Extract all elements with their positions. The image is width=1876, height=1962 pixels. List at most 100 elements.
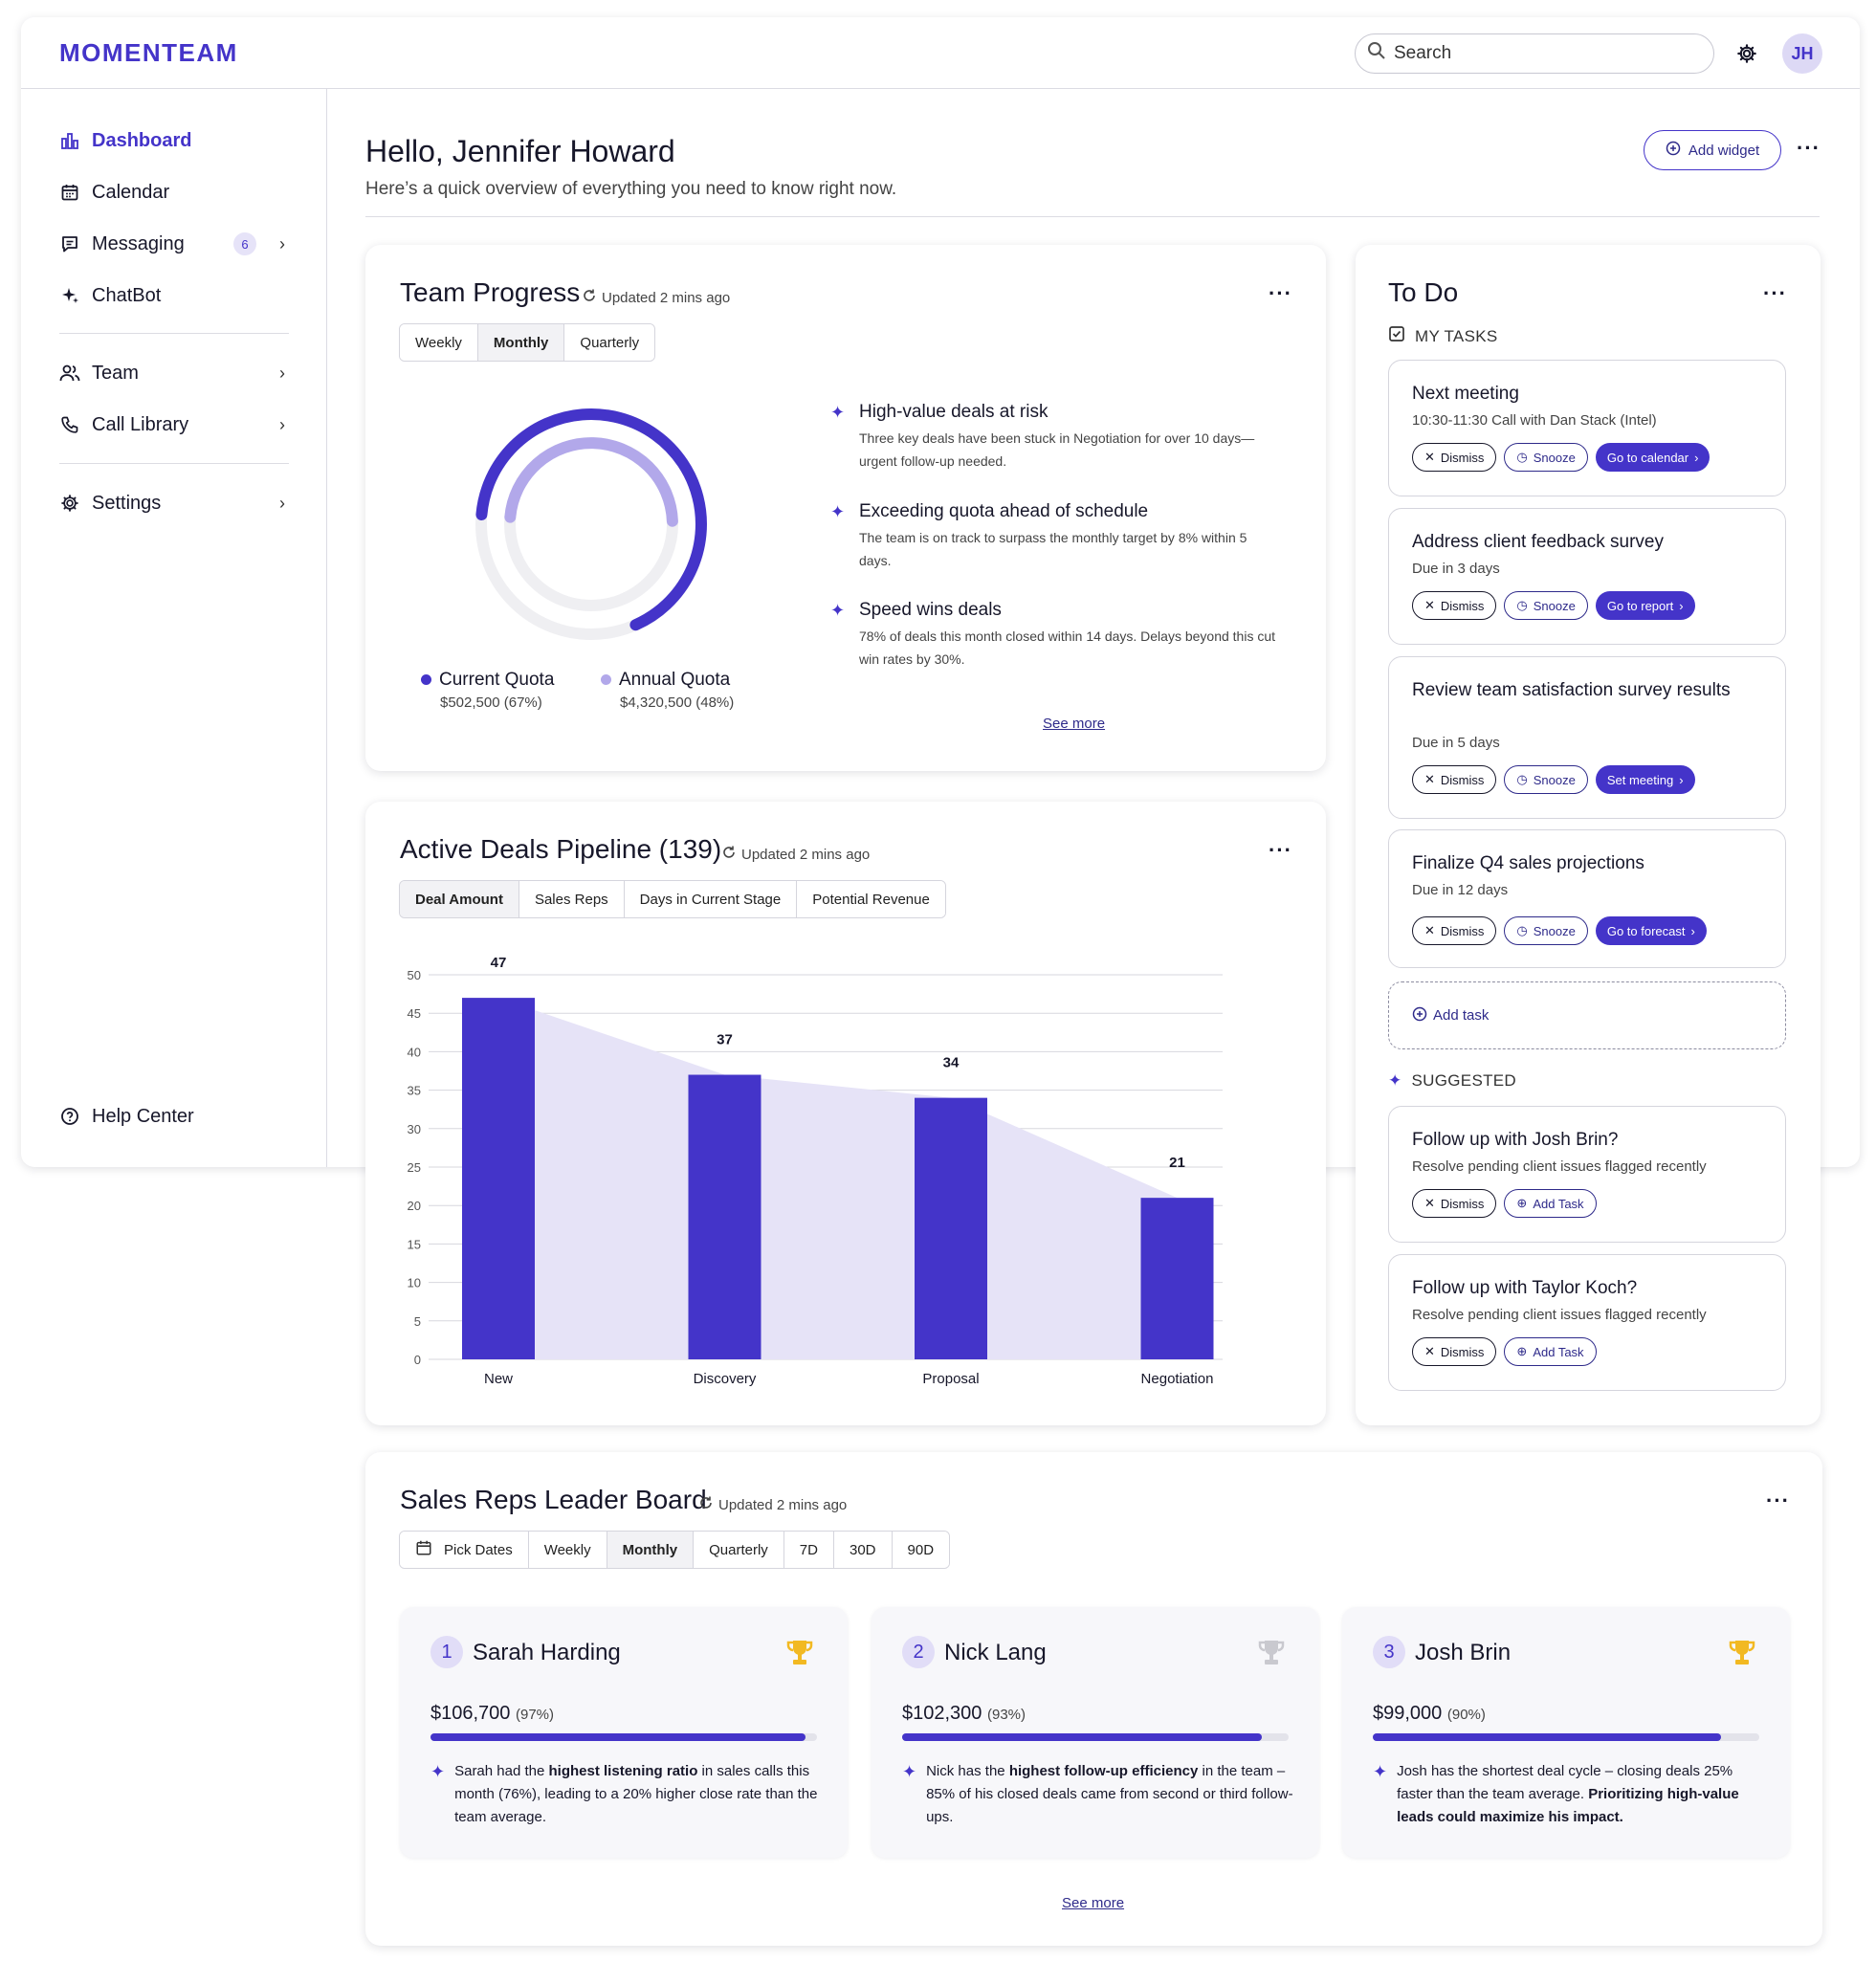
bar-proposal bbox=[915, 1097, 987, 1359]
data-label: 47 bbox=[491, 955, 507, 971]
sidebar-item-dashboard[interactable]: Dashboard bbox=[59, 123, 289, 158]
tab-sales-reps[interactable]: Sales Reps bbox=[519, 881, 625, 917]
tab-weekly[interactable]: Weekly bbox=[400, 324, 478, 361]
tab-deal-amount[interactable]: Deal Amount bbox=[400, 881, 519, 917]
rep-card[interactable]: 2 Nick Lang $102,300 (93%) ✦ Nick has the… bbox=[872, 1607, 1319, 1858]
close-icon: ✕ bbox=[1424, 598, 1435, 612]
tab-30d[interactable]: 30D bbox=[833, 1532, 893, 1568]
sparkle-icon bbox=[59, 285, 80, 306]
tab-90d[interactable]: 90D bbox=[892, 1532, 950, 1568]
button-label: Go to forecast bbox=[1606, 923, 1686, 938]
trophy-icon bbox=[1258, 1641, 1285, 1664]
insight-desc: The team is on track to surpass the mont… bbox=[859, 530, 1247, 568]
card-more-icon[interactable]: ··· bbox=[1269, 281, 1292, 305]
snooze-button[interactable]: ◷ Snooze bbox=[1504, 765, 1588, 794]
task-actions: ✕ Dismiss ⊕ Add Task bbox=[1412, 1189, 1597, 1218]
chevron-right-icon[interactable]: › bbox=[279, 363, 285, 383]
rep-card[interactable]: 1 Sarah Harding $106,700 (97%) ✦ Sarah ha… bbox=[400, 1607, 848, 1858]
snooze-button[interactable]: ◷ Snooze bbox=[1504, 591, 1588, 620]
rep-name: Sarah Harding bbox=[473, 1640, 621, 1665]
progress-fill bbox=[430, 1733, 806, 1741]
pipeline-card: Active Deals Pipeline (139) Updated 2 mi… bbox=[365, 802, 1326, 1425]
add-widget-label: Add widget bbox=[1688, 142, 1760, 159]
task-title: Next meeting bbox=[1412, 384, 1519, 404]
button-label: Go to report bbox=[1606, 598, 1674, 613]
sidebar-item-label: Messaging bbox=[92, 232, 185, 254]
chevron-right-icon[interactable]: › bbox=[279, 414, 285, 434]
add-widget-button[interactable]: Add widget bbox=[1644, 130, 1781, 170]
todo-card: To Do ··· MY TASKS Next meeting 10:30-11… bbox=[1356, 245, 1821, 1425]
sparkle-icon: ✦ bbox=[1373, 1762, 1388, 1781]
insight-item: ✦ Speed wins deals 78% of deals this mont… bbox=[830, 600, 1280, 671]
refresh-icon[interactable] bbox=[698, 1495, 714, 1514]
card-more-icon[interactable]: ··· bbox=[1763, 281, 1787, 305]
snooze-button[interactable]: ◷ Snooze bbox=[1504, 443, 1588, 472]
close-icon: ✕ bbox=[1424, 1344, 1435, 1358]
logo[interactable]: MOMENTEAM bbox=[59, 37, 238, 67]
progress-fill bbox=[1373, 1733, 1721, 1741]
dismiss-button[interactable]: ✕ Dismiss bbox=[1412, 591, 1497, 620]
sidebar-item-calendar[interactable]: Calendar bbox=[59, 175, 289, 209]
tab-days-in-stage[interactable]: Days in Current Stage bbox=[624, 881, 798, 917]
rep-amount: $102,300 (93%) bbox=[902, 1703, 1026, 1725]
x-tick-label: Negotiation bbox=[1141, 1371, 1214, 1387]
tab-weekly[interactable]: Weekly bbox=[528, 1532, 607, 1568]
chevron-right-icon: › bbox=[1679, 598, 1684, 613]
button-label: Dismiss bbox=[1440, 1196, 1485, 1211]
chevron-right-icon: › bbox=[1694, 450, 1699, 465]
deals-bar-chart: 0 5 10 15 20 25 30 35 40 45 50 47 New 37 Discovery 34 Pr… bbox=[408, 955, 1223, 1387]
card-more-icon[interactable]: ··· bbox=[1766, 1488, 1790, 1512]
go-to-calendar-button[interactable]: Go to calendar › bbox=[1595, 443, 1710, 472]
refresh-icon[interactable] bbox=[721, 845, 737, 864]
set-meeting-button[interactable]: Set meeting › bbox=[1595, 765, 1695, 794]
settings-gear-icon[interactable] bbox=[1733, 40, 1760, 67]
go-to-forecast-button[interactable]: Go to forecast › bbox=[1595, 916, 1707, 945]
sparkle-icon: ✦ bbox=[1388, 1071, 1402, 1090]
rep-card[interactable]: 3 Josh Brin $99,000 (90%) ✦ Josh has the … bbox=[1342, 1607, 1790, 1858]
chevron-right-icon[interactable]: › bbox=[279, 233, 285, 254]
add-task-button[interactable]: ⊕ Add Task bbox=[1504, 1337, 1597, 1366]
add-task-button[interactable]: ⊕ Add Task bbox=[1504, 1189, 1597, 1218]
tab-monthly[interactable]: Monthly bbox=[477, 324, 565, 361]
tab-7d[interactable]: 7D bbox=[784, 1532, 834, 1568]
see-more-link[interactable]: See more bbox=[1062, 1895, 1125, 1911]
task-title: Address client feedback survey bbox=[1412, 532, 1664, 552]
tab-monthly[interactable]: Monthly bbox=[607, 1532, 695, 1568]
go-to-report-button[interactable]: Go to report › bbox=[1595, 591, 1695, 620]
sidebar-item-settings[interactable]: Settings › bbox=[59, 486, 289, 520]
dismiss-button[interactable]: ✕ Dismiss bbox=[1412, 765, 1497, 794]
bar-chart-icon bbox=[59, 130, 80, 151]
tab-quarterly[interactable]: Quarterly bbox=[564, 324, 655, 361]
refresh-icon[interactable] bbox=[582, 288, 597, 307]
tab-potential-revenue[interactable]: Potential Revenue bbox=[797, 881, 945, 917]
insight-fragment: Nick has the bbox=[926, 1763, 1009, 1779]
add-task-button[interactable]: Add task bbox=[1388, 981, 1786, 1049]
chevron-right-icon[interactable]: › bbox=[279, 493, 285, 513]
sidebar-item-help-center[interactable]: Help Center bbox=[59, 1099, 289, 1134]
dismiss-button[interactable]: ✕ Dismiss bbox=[1412, 916, 1497, 945]
task-actions: ✕ Dismiss ◷ Snooze Set meeting › bbox=[1412, 765, 1695, 794]
sidebar-item-team[interactable]: Team › bbox=[59, 356, 289, 390]
sidebar-item-messaging[interactable]: Messaging 6 › bbox=[59, 227, 289, 261]
page-more-icon[interactable]: ··· bbox=[1797, 136, 1821, 160]
x-tick-label: Discovery bbox=[694, 1371, 757, 1387]
section-label: MY TASKS bbox=[1415, 326, 1498, 345]
dismiss-button[interactable]: ✕ Dismiss bbox=[1412, 1189, 1497, 1218]
dismiss-button[interactable]: ✕ Dismiss bbox=[1412, 1337, 1497, 1366]
snooze-button[interactable]: ◷ Snooze bbox=[1504, 916, 1588, 945]
my-tasks-heading: MY TASKS bbox=[1388, 325, 1498, 347]
sparkle-icon: ✦ bbox=[830, 501, 846, 521]
section-label: SUGGESTED bbox=[1411, 1071, 1516, 1090]
dismiss-button[interactable]: ✕ Dismiss bbox=[1412, 443, 1497, 472]
tab-quarterly[interactable]: Quarterly bbox=[694, 1532, 784, 1568]
rep-name: Nick Lang bbox=[944, 1640, 1047, 1665]
rep-amount: $99,000 (90%) bbox=[1373, 1703, 1486, 1725]
search-input[interactable]: Search bbox=[1355, 33, 1714, 74]
y-tick-label: 30 bbox=[408, 1122, 421, 1136]
see-more-link[interactable]: See more bbox=[1043, 716, 1106, 732]
sidebar-item-call-library[interactable]: Call Library › bbox=[59, 408, 289, 442]
task-title: Finalize Q4 sales projections bbox=[1412, 853, 1644, 873]
avatar[interactable]: JH bbox=[1782, 33, 1822, 74]
tab-pick-dates[interactable]: Pick Dates bbox=[400, 1532, 529, 1568]
sidebar-item-chatbot[interactable]: ChatBot bbox=[59, 278, 289, 313]
